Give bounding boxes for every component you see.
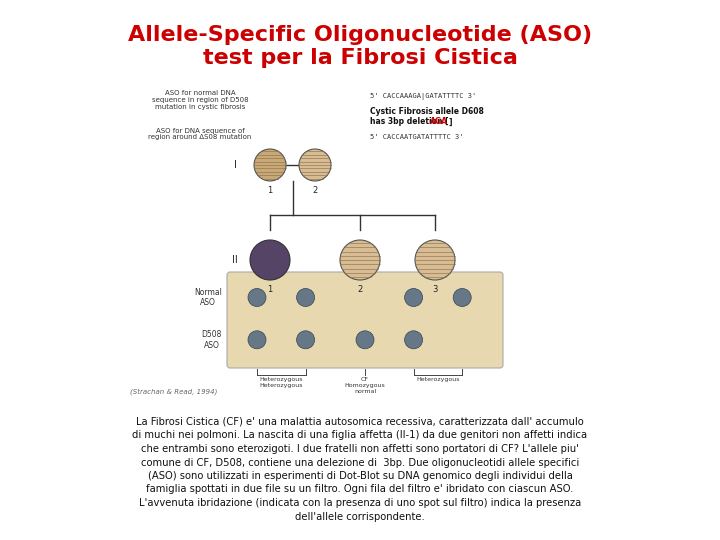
Text: D508
ASO: D508 ASO xyxy=(202,330,222,349)
Text: 1: 1 xyxy=(267,285,273,294)
Text: che entrambi sono eterozigoti. I due fratelli non affetti sono portatori di CF? : che entrambi sono eterozigoti. I due fra… xyxy=(141,444,579,454)
Text: 2: 2 xyxy=(357,285,363,294)
Text: Normal
ASO: Normal ASO xyxy=(194,288,222,307)
Circle shape xyxy=(248,288,266,307)
Text: (Strachan & Read, 1994): (Strachan & Read, 1994) xyxy=(130,389,217,395)
Circle shape xyxy=(299,149,331,181)
Circle shape xyxy=(415,240,455,280)
Text: famiglia spottati in due file su un filtro. Ogni fila del filtro e' ibridato con: famiglia spottati in due file su un filt… xyxy=(146,484,574,495)
Text: Heterozygous: Heterozygous xyxy=(416,377,459,382)
Text: dell'allele corrispondente.: dell'allele corrispondente. xyxy=(295,511,425,522)
Text: L'avvenuta ibridazione (indicata con la presenza di uno spot sul filtro) indica : L'avvenuta ibridazione (indicata con la … xyxy=(139,498,581,508)
Circle shape xyxy=(250,240,290,280)
Circle shape xyxy=(356,331,374,349)
Circle shape xyxy=(405,331,423,349)
Text: comune di CF, D508, contiene una delezione di  3bp. Due oligonucleotidi allele s: comune di CF, D508, contiene una delezio… xyxy=(141,457,579,468)
Circle shape xyxy=(340,240,380,280)
Circle shape xyxy=(405,288,423,307)
Circle shape xyxy=(297,331,315,349)
Text: CF
Homozygous
normal: CF Homozygous normal xyxy=(345,377,385,394)
Text: 5' CACCAAAGA|GATATTTTC 3': 5' CACCAAAGA|GATATTTTC 3' xyxy=(370,93,476,100)
Text: 3: 3 xyxy=(432,285,438,294)
Circle shape xyxy=(248,331,266,349)
Text: 2: 2 xyxy=(312,186,318,195)
Text: II: II xyxy=(232,255,238,265)
Text: has 3bp deletion [: has 3bp deletion [ xyxy=(370,118,449,126)
Circle shape xyxy=(297,288,315,307)
Text: La Fibrosi Cistica (CF) e' una malattia autosomica recessiva, caratterizzata dal: La Fibrosi Cistica (CF) e' una malattia … xyxy=(136,417,584,427)
Text: AGA: AGA xyxy=(430,118,448,126)
Text: 1: 1 xyxy=(267,186,273,195)
Text: Allele-Specific Oligonucleotide (ASO): Allele-Specific Oligonucleotide (ASO) xyxy=(128,25,592,45)
Text: ASO for normal DNA
sequence in region of D508
mutation in cystic fibrosis: ASO for normal DNA sequence in region of… xyxy=(152,90,248,110)
Text: Heterozygous
Heterozygous: Heterozygous Heterozygous xyxy=(259,377,303,388)
Text: ASO for DNA sequence of
region around ΔS08 mutation: ASO for DNA sequence of region around ΔS… xyxy=(148,127,252,140)
Text: Cystic Fibrosis allele D608: Cystic Fibrosis allele D608 xyxy=(370,107,484,117)
Text: I: I xyxy=(233,160,236,170)
Text: ]: ] xyxy=(448,118,451,126)
Text: (ASO) sono utilizzati in esperimenti di Dot-Blot su DNA genomico degli individui: (ASO) sono utilizzati in esperimenti di … xyxy=(148,471,572,481)
FancyBboxPatch shape xyxy=(227,272,503,368)
Text: di muchi nei polmoni. La nascita di una figlia affetta (II-1) da due genitori no: di muchi nei polmoni. La nascita di una … xyxy=(132,430,588,441)
Circle shape xyxy=(453,288,471,307)
Circle shape xyxy=(254,149,286,181)
Text: 5' CACCAATGATATTTTC 3': 5' CACCAATGATATTTTC 3' xyxy=(370,134,464,140)
Text: test per la Fibrosi Cistica: test per la Fibrosi Cistica xyxy=(202,48,518,68)
